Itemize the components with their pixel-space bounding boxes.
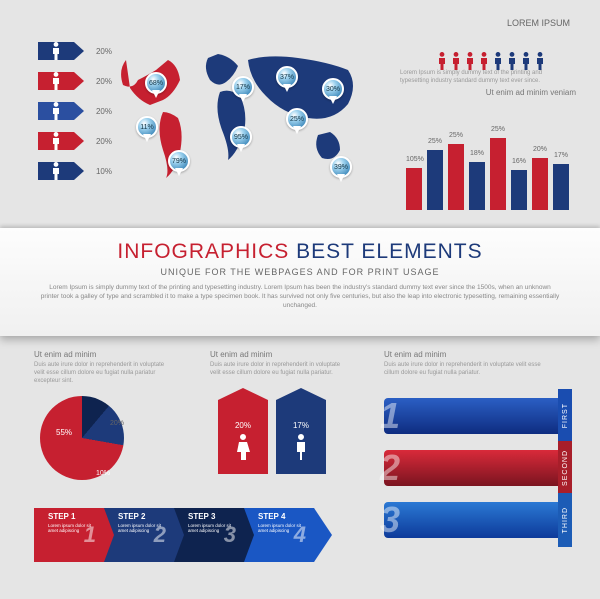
bar: 105% bbox=[406, 168, 422, 210]
bar: 17% bbox=[553, 164, 569, 210]
male-block: 17% bbox=[276, 400, 326, 474]
map-marker: 95% bbox=[230, 126, 252, 154]
step: STEP 2Lorem ipsum dolor sit amet adipisc… bbox=[104, 508, 174, 562]
section3-body: Duis aute irure dolor in reprehenderit i… bbox=[384, 362, 554, 378]
section2-body: Duis aute irure dolor in reprehenderit i… bbox=[210, 362, 350, 378]
stat-arrow: 20% bbox=[38, 132, 88, 150]
bar: 18% bbox=[469, 162, 485, 210]
pie-chart bbox=[40, 396, 124, 480]
stat-arrow: 20% bbox=[38, 102, 88, 120]
pie-main-label: 55% bbox=[56, 428, 72, 437]
top-right-title: LOREM IPSUM bbox=[400, 18, 570, 28]
map-marker: 79% bbox=[168, 150, 190, 178]
bar: 25% bbox=[448, 144, 464, 210]
ribbon-item: 2SECOND bbox=[384, 450, 572, 486]
ribbon-item: 3THIRD bbox=[384, 502, 572, 538]
step: STEP 4Lorem ipsum dolor sit amet adipisc… bbox=[244, 508, 314, 562]
stat-arrow: 20% bbox=[38, 42, 88, 60]
bar: 20% bbox=[532, 158, 548, 210]
map-marker: 37% bbox=[276, 66, 298, 94]
section3-title: Ut enim ad minim bbox=[384, 350, 446, 359]
map-marker: 30% bbox=[322, 78, 344, 106]
title-band: INFOGRAPHICS BEST ELEMENTS UNIQUE FOR TH… bbox=[0, 228, 600, 336]
people-icons bbox=[436, 52, 546, 70]
map-marker: 25% bbox=[286, 108, 308, 136]
top-right-body: Lorem Ipsum is simply dummy text of the … bbox=[400, 70, 570, 86]
bar-chart: 105% 25% 25% 18% 25% 16% 20% 17% bbox=[406, 100, 576, 210]
bar: 16% bbox=[511, 170, 527, 210]
top-right-block: LOREM IPSUM Lorem Ipsum is simply dummy … bbox=[400, 18, 570, 86]
barchart-title: Ut enim ad minim veniam bbox=[406, 88, 576, 97]
person-icon bbox=[464, 52, 476, 70]
pie-slice1-label: 10% bbox=[96, 470, 110, 477]
female-pct: 20% bbox=[235, 421, 251, 430]
person-icon bbox=[436, 52, 448, 70]
step: STEP 1Lorem ipsum dolor sit amet adipisc… bbox=[34, 508, 104, 562]
section1-title: Ut enim ad minim bbox=[34, 350, 96, 359]
ribbon-item: 1FIRST bbox=[384, 398, 572, 434]
bar: 25% bbox=[490, 138, 506, 210]
person-icon bbox=[534, 52, 546, 70]
person-icon bbox=[492, 52, 504, 70]
subtitle: UNIQUE FOR THE WEBPAGES AND FOR PRINT US… bbox=[0, 267, 600, 277]
person-icon bbox=[520, 52, 532, 70]
female-icon bbox=[234, 434, 252, 460]
band-lorem: Lorem Ipsum is simply dummy text of the … bbox=[40, 283, 560, 310]
pie-slice2-label: 20% bbox=[110, 420, 124, 427]
person-icon bbox=[478, 52, 490, 70]
male-icon bbox=[292, 434, 310, 460]
person-icon bbox=[506, 52, 518, 70]
section1-body: Duis aute irure dolor in reprehenderit i… bbox=[34, 362, 174, 385]
map-marker: 17% bbox=[232, 76, 254, 104]
female-block: 20% bbox=[218, 400, 268, 474]
step-arrow: STEP 1Lorem ipsum dolor sit amet adipisc… bbox=[34, 508, 332, 562]
map-marker: 68% bbox=[145, 72, 167, 100]
stat-arrow: 10% bbox=[38, 162, 88, 180]
person-icon bbox=[450, 52, 462, 70]
bar: 25% bbox=[427, 150, 443, 210]
stat-arrow: 20% bbox=[38, 72, 88, 90]
main-title: INFOGRAPHICS BEST ELEMENTS bbox=[0, 240, 600, 264]
male-pct: 17% bbox=[293, 421, 309, 430]
section2-title: Ut enim ad minim bbox=[210, 350, 272, 359]
map-marker: 39% bbox=[330, 156, 352, 184]
step: STEP 3Lorem ipsum dolor sit amet adipisc… bbox=[174, 508, 244, 562]
map-marker: 11% bbox=[136, 116, 158, 144]
